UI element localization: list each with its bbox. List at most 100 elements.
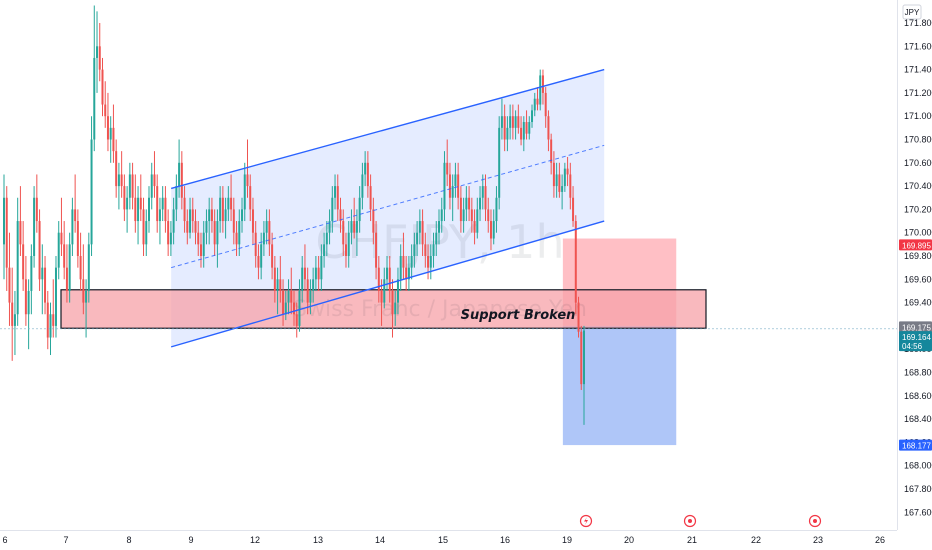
price-tick-label: 169.600 [904,274,932,284]
candle-body [139,197,142,210]
time-tick-label: 22 [751,535,761,545]
price-tick-label: 168.800 [904,368,932,378]
candle-body [574,221,577,303]
price-tick-label: 167.600 [904,507,932,517]
candle-body [334,186,337,198]
candle-body [569,174,572,198]
candle-body [536,98,539,105]
time-axis[interactable]: 6 7 8 9 12 13 14 15 16 19 20 21 22 23 26 [0,514,897,546]
time-tick-label: 15 [438,535,448,545]
candle-body [583,330,585,385]
candle-body [344,244,347,256]
candle-body [243,174,246,210]
candle-body [46,302,49,338]
channel-upper-line[interactable] [170,68,605,190]
price-tick-label: 170.800 [904,135,932,145]
candle-body [115,151,118,187]
candle-body [544,92,547,117]
candle-body [558,174,561,192]
news-event-icon[interactable] [683,514,697,528]
candle-body [150,174,153,198]
candle-body [572,197,575,222]
candle-body [221,197,224,222]
candle-body [189,209,192,233]
dot-glyph [813,519,817,523]
candle-body [541,75,544,93]
candle-body [96,46,99,58]
candle-body [377,267,380,291]
candle-body [224,209,227,222]
candle-body [432,244,435,256]
candle-body [71,209,74,245]
price-tick-label: 169.800 [904,251,932,261]
current-price-tag [899,331,932,352]
candle-body [238,221,241,245]
take-profit-zone [562,325,677,446]
time-tick-label: 12 [250,535,260,545]
time-tick-label: 26 [875,535,885,545]
earnings-event-icon[interactable] [579,514,593,528]
candle-body [33,197,36,256]
reference-price-tag-text: 169.175 [902,323,931,332]
stop-price-tag-text: 169.895 [902,241,931,250]
candle-body [172,209,175,233]
candle-body [484,186,487,210]
price-tick-label: 167.800 [904,484,932,494]
candle-body [555,174,558,187]
candle-body [503,116,506,140]
candle-body [268,221,271,245]
candle-body [186,221,189,233]
candle-body [112,127,115,152]
candle-body [279,279,282,291]
candle-body [87,244,90,291]
price-axis[interactable]: JPY 171.800 171.600 171.400 171.200 171.000 1… [897,0,932,530]
candle-body [325,232,328,245]
candle-body [353,221,356,233]
candle-body [175,186,178,210]
candle-body [54,267,57,326]
candle-body [380,290,383,303]
candle-body [254,232,257,256]
candle-body [137,197,140,222]
candle-body [131,174,134,198]
candle-body [391,290,394,315]
candle-body [550,139,553,163]
channel-lower-line[interactable] [170,220,605,348]
candle-body [106,116,109,140]
candle-body [109,127,112,140]
candle-body [126,197,129,210]
candle-body [410,256,413,268]
candle-body [249,186,252,210]
candle-body [199,244,202,256]
candle-body [500,116,503,128]
candle-body [153,174,156,187]
candle-body [13,314,16,326]
candle-body [306,279,309,303]
candle-body [227,197,230,210]
candle-body [347,232,350,256]
candle-body [148,197,150,222]
candle-body [295,314,298,326]
candle-body [396,279,399,303]
candle-body [24,279,27,315]
candle-body [361,174,364,198]
price-tick-label: 169.400 [904,298,932,308]
candle-body [3,197,5,245]
candle-body [358,197,361,222]
time-tick-label: 7 [63,535,68,545]
candle-body [35,197,38,222]
time-tick-label: 16 [500,535,510,545]
candle-body [440,209,443,222]
candle-body [448,174,451,198]
candle-body [271,244,274,268]
candle-body [145,221,148,245]
candle-body [539,75,542,105]
news-event-icon[interactable] [808,514,822,528]
candle-body [399,256,402,280]
currency-box [902,4,922,20]
candle-body [438,221,440,233]
candle-body [63,244,66,268]
candle-body [522,122,525,140]
